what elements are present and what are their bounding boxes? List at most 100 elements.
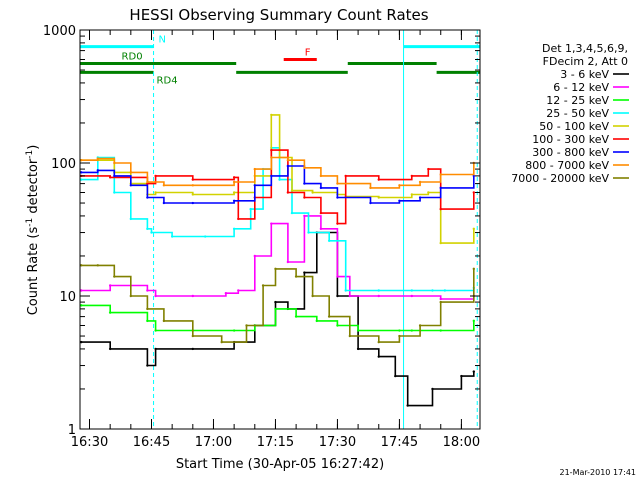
chart-title: HESSI Observing Summary Count Rates	[129, 6, 428, 24]
data-point	[303, 182, 306, 185]
data-point	[162, 201, 166, 205]
legend: Det 1,3,4,5,6,9, FDecim 2, Att 0 3 - 6 k…	[511, 42, 629, 185]
data-point	[108, 176, 112, 179]
data-point	[108, 347, 112, 351]
annotation-label-f: F	[305, 48, 311, 59]
series-25-50-kev	[80, 146, 476, 292]
data-point	[253, 167, 256, 171]
data-point	[154, 174, 157, 178]
x-tick-label: 18:00	[443, 435, 480, 450]
data-point	[398, 334, 401, 338]
data-point	[294, 275, 298, 278]
legend-label: 800 - 7000 keV	[525, 159, 609, 172]
data-point	[191, 201, 195, 205]
data-point	[191, 334, 195, 338]
x-tick-label: 17:45	[381, 435, 418, 450]
annotation-label-rd0: RD0	[122, 51, 143, 62]
data-point	[113, 161, 116, 165]
legend-item: 800 - 7000 keV	[525, 159, 629, 172]
tick-layer: 16:30 16:45 17:00 17:15 17:30 17:45 18:00 1 10 10…	[43, 24, 480, 450]
y-tick-label: 1000	[43, 24, 76, 39]
data-point	[336, 182, 339, 185]
data-point	[303, 214, 306, 218]
x-tick-label: 16:30	[71, 435, 108, 450]
x-tick-label: 17:00	[195, 435, 232, 450]
data-point	[80, 158, 83, 162]
data-point	[303, 271, 306, 274]
series-line-800-7000-kev	[81, 156, 475, 189]
series-line-6-12-kev	[81, 215, 475, 300]
data-point	[319, 211, 323, 215]
series-6-12-kev	[80, 214, 476, 301]
data-point	[290, 189, 294, 192]
vline-layer	[153, 30, 478, 429]
legend-label: 300 - 800 keV	[532, 146, 609, 159]
data-point	[311, 294, 314, 298]
data-point	[96, 157, 99, 160]
data-point	[150, 231, 153, 234]
data-point	[270, 174, 273, 178]
data-point	[377, 178, 380, 181]
data-point	[270, 113, 273, 117]
legend-label: 25 - 50 keV	[546, 107, 609, 120]
data-point	[232, 180, 236, 184]
data-point	[398, 329, 401, 332]
series-layer	[80, 113, 476, 407]
data-point	[356, 347, 360, 351]
legend-item: 50 - 100 keV	[539, 120, 629, 133]
data-point	[398, 199, 401, 202]
legend-item: 6 - 12 keV	[553, 81, 629, 94]
data-point	[96, 169, 99, 172]
data-point	[113, 174, 116, 178]
data-point	[319, 227, 323, 231]
y-axis-label-end: )	[26, 145, 41, 150]
data-point	[232, 329, 236, 332]
data-point	[191, 294, 195, 298]
data-point	[274, 267, 277, 271]
data-point	[80, 178, 83, 181]
data-point	[427, 167, 430, 171]
data-point	[303, 166, 306, 170]
data-point	[154, 191, 157, 194]
annotation-layer: N RD0 RD4 F	[80, 35, 480, 86]
footer-stamp: 21-Mar-2010 17:41	[560, 468, 637, 477]
data-point	[113, 275, 116, 278]
data-point	[439, 207, 442, 211]
data-point	[418, 324, 422, 327]
data-point	[261, 284, 265, 287]
legend-item: 25 - 50 keV	[546, 107, 629, 120]
data-point	[146, 289, 149, 292]
series-3-6-kev	[80, 231, 476, 407]
data-point	[327, 239, 331, 243]
legend-header-line-2: FDecim 2, Att 0	[543, 55, 628, 68]
data-point	[315, 319, 318, 323]
data-point	[398, 184, 401, 187]
data-point	[443, 289, 447, 292]
y-axis-label-sup2: -1	[25, 150, 35, 159]
data-point	[154, 347, 157, 351]
data-point	[253, 184, 256, 187]
data-point	[348, 334, 352, 338]
data-point	[369, 186, 372, 190]
legend-header-line-1: Det 1,3,4,5,6,9,	[542, 42, 628, 55]
data-point	[108, 311, 112, 314]
data-point	[472, 267, 476, 271]
data-point	[129, 294, 133, 298]
data-point	[439, 173, 442, 176]
legend-label: 3 - 6 keV	[560, 68, 609, 81]
data-point	[439, 186, 442, 190]
data-point	[191, 347, 195, 351]
plot-frame	[79, 29, 481, 430]
data-point	[113, 191, 116, 194]
data-point	[80, 304, 83, 307]
data-point	[377, 340, 380, 344]
data-point	[80, 171, 83, 174]
y-tick-label: 1	[68, 423, 76, 438]
legend-label: 12 - 25 keV	[546, 94, 609, 107]
data-point	[369, 201, 372, 205]
data-point	[146, 319, 149, 323]
data-point	[237, 289, 240, 292]
data-point	[336, 275, 339, 278]
data-point	[146, 307, 149, 311]
series-line-12-25-kev	[81, 304, 475, 332]
